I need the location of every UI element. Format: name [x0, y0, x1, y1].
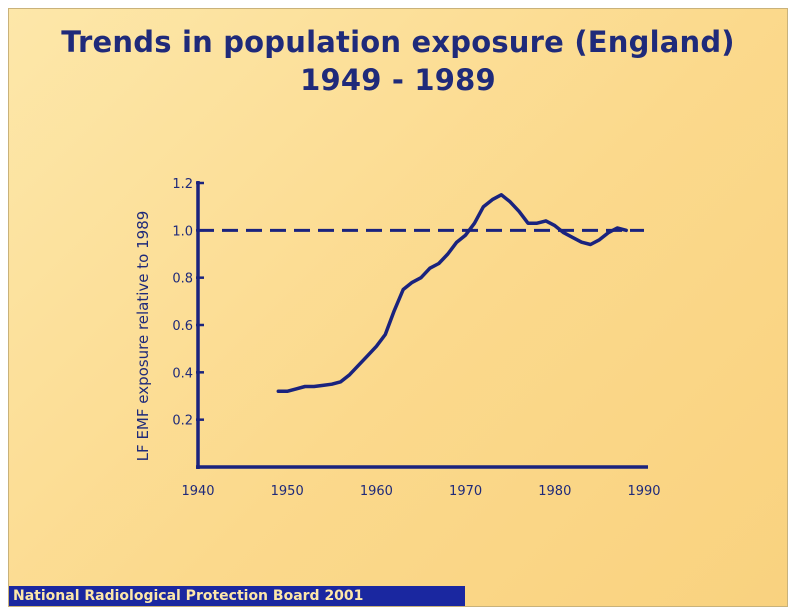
y-tick-label: 0.6	[172, 319, 193, 334]
y-tick-label: 0.8	[172, 272, 193, 287]
title-line-1: Trends in population exposure (England)	[61, 25, 735, 59]
x-tick-label: 1980	[538, 484, 571, 499]
line-chart: LF EMF exposure relative to 1989 0.2 0.4 0…	[134, 177, 661, 499]
chart-title: Trends in population exposure (England) …	[9, 23, 787, 99]
x-tick-label: 1960	[360, 484, 393, 499]
x-tick-label: 1970	[449, 484, 482, 499]
y-tick-label: 1.0	[172, 224, 193, 239]
series-line	[276, 193, 628, 394]
title-line-2: 1949 - 1989	[300, 63, 496, 97]
y-tick-label: 0.4	[172, 366, 193, 381]
x-tick-label: 1950	[271, 484, 304, 499]
y-tick-label: 0.2	[172, 414, 193, 429]
y-axis-title: LF EMF exposure relative to 1989	[134, 211, 152, 462]
x-tick-label: 1940	[181, 484, 214, 499]
y-tick-label: 1.2	[172, 177, 193, 192]
x-tick-label: 1990	[627, 484, 660, 499]
slide: Trends in population exposure (England) …	[8, 8, 788, 607]
footer-credit: National Radiological Protection Board 2…	[9, 586, 465, 606]
